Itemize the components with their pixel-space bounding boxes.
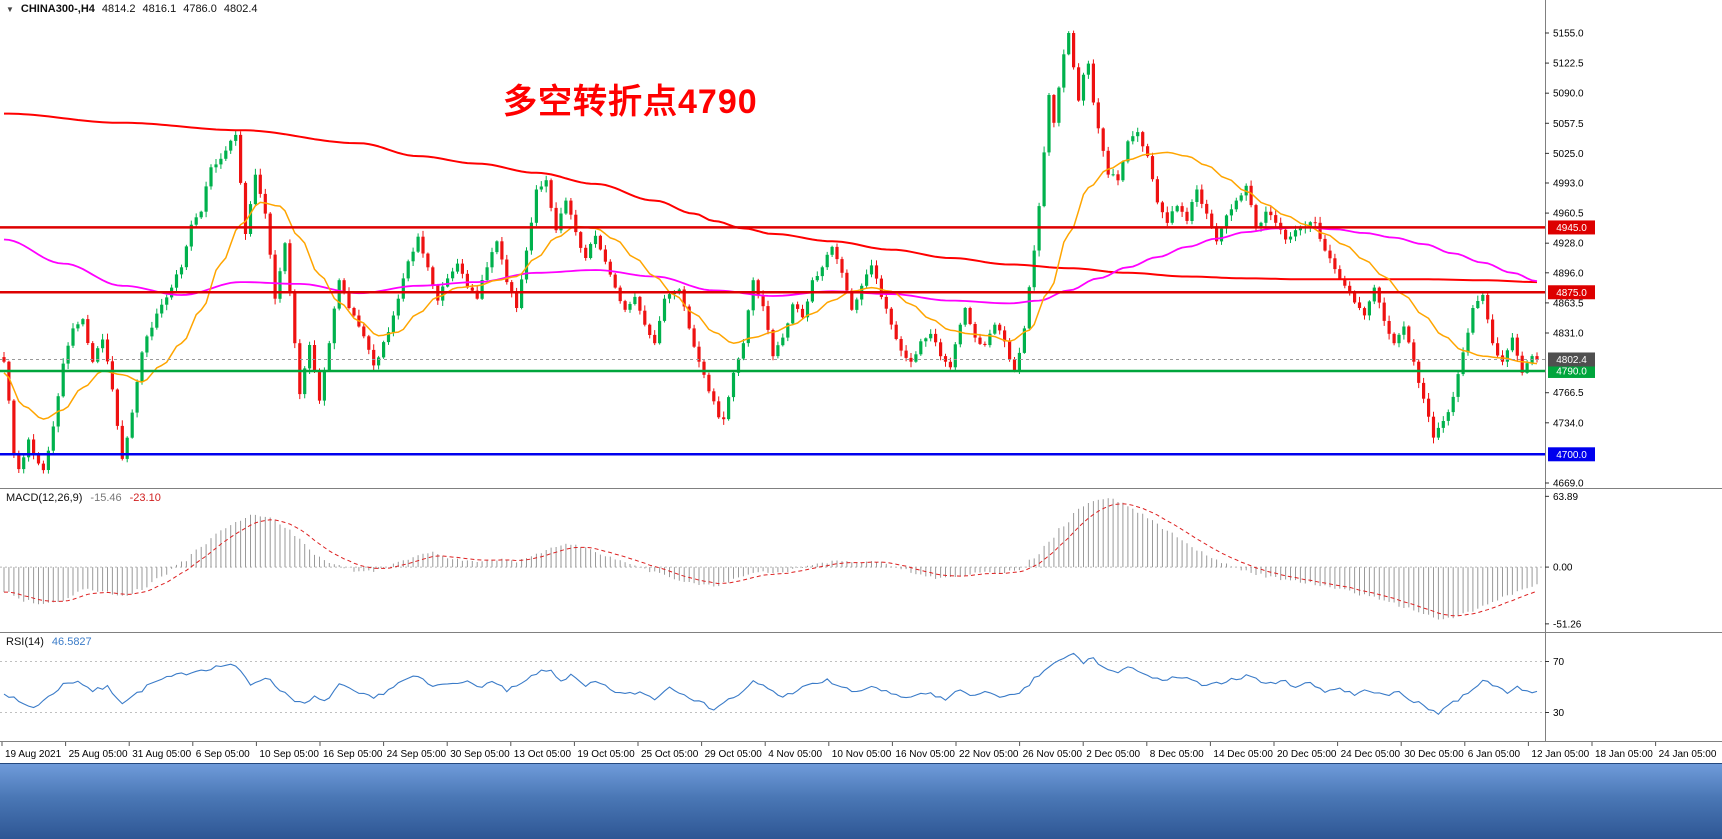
- svg-text:18 Jan 05:00: 18 Jan 05:00: [1595, 749, 1653, 760]
- svg-text:14 Dec 05:00: 14 Dec 05:00: [1213, 749, 1273, 760]
- chart-info-bar: ▼ CHINA300-,H4 4814.2 4816.1 4786.0 4802…: [6, 3, 258, 15]
- svg-text:0.00: 0.00: [1553, 563, 1573, 574]
- rsi-value: 46.5827: [51, 636, 92, 648]
- svg-text:19 Oct 05:00: 19 Oct 05:00: [577, 749, 635, 760]
- svg-text:25 Oct 05:00: 25 Oct 05:00: [641, 749, 699, 760]
- price-pane[interactable]: [2, 30, 1539, 474]
- svg-text:24 Jan 05:00: 24 Jan 05:00: [1659, 749, 1717, 760]
- svg-text:4700.0: 4700.0: [1556, 450, 1587, 461]
- svg-text:13 Oct 05:00: 13 Oct 05:00: [514, 749, 572, 760]
- ohlc-close: 4802.4: [223, 3, 258, 15]
- svg-text:30: 30: [1553, 708, 1565, 719]
- svg-text:2 Dec 05:00: 2 Dec 05:00: [1086, 749, 1140, 760]
- svg-text:6 Sep 05:00: 6 Sep 05:00: [196, 749, 250, 760]
- price-label-4945.0: [1548, 220, 1595, 235]
- svg-text:5090.0: 5090.0: [1553, 89, 1584, 100]
- svg-text:4928.0: 4928.0: [1553, 239, 1584, 250]
- rsi-axis[interactable]: 70 30: [1545, 657, 1565, 719]
- svg-text:29 Oct 05:00: 29 Oct 05:00: [705, 749, 763, 760]
- rsi-indicator-label: RSI(14) 46.5827: [6, 636, 92, 648]
- svg-text:4896.0: 4896.0: [1553, 268, 1584, 279]
- svg-text:5025.0: 5025.0: [1553, 149, 1584, 160]
- svg-text:4734.0: 4734.0: [1553, 418, 1584, 429]
- annotation-text: 多空转折点4790: [503, 83, 758, 121]
- svg-text:63.89: 63.89: [1553, 492, 1578, 503]
- ma-fast: [3, 151, 1538, 420]
- ohlc-high: 4816.1: [142, 3, 177, 15]
- price-label-4790.0: [1548, 363, 1595, 378]
- svg-text:4790.0: 4790.0: [1556, 366, 1587, 377]
- svg-text:-51.26: -51.26: [1553, 619, 1582, 630]
- svg-text:31 Aug 05:00: 31 Aug 05:00: [132, 749, 191, 760]
- svg-text:70: 70: [1553, 657, 1565, 668]
- svg-text:4960.5: 4960.5: [1553, 209, 1584, 220]
- horizontal-levels[interactable]: [0, 226, 1545, 456]
- ohlc-open: 4814.2: [101, 3, 136, 15]
- svg-text:22 Nov 05:00: 22 Nov 05:00: [959, 749, 1019, 760]
- chart-frame: [0, 0, 1722, 742]
- macd-signal-value: -23.10: [129, 492, 161, 504]
- rsi-line: [3, 652, 1538, 716]
- chart-canvas[interactable]: 5155.0 5122.5 5090.0 5057.5 5025.0 4993.0 4960…: [0, 0, 1722, 762]
- svg-text:5155.0: 5155.0: [1553, 29, 1584, 40]
- svg-text:4875.0: 4875.0: [1556, 288, 1587, 299]
- time-axis[interactable]: 19 Aug 2021 25 Aug 05:00 31 Aug 05:00 6 Sep…: [1, 742, 1717, 760]
- price-label-4700.0: [1548, 447, 1595, 462]
- svg-text:16 Sep 05:00: 16 Sep 05:00: [323, 749, 383, 760]
- svg-text:24 Sep 05:00: 24 Sep 05:00: [387, 749, 447, 760]
- price-label-4875.0: [1548, 285, 1595, 300]
- symbol-timeframe-label: CHINA300-,H4: [20, 3, 95, 15]
- macd-main-value: -15.46: [90, 492, 122, 504]
- rsi-pane[interactable]: [0, 652, 1545, 716]
- current-price-label: [1548, 352, 1595, 367]
- macd-axis[interactable]: 63.89 0.00 -51.26: [1545, 492, 1582, 631]
- svg-text:4831.0: 4831.0: [1553, 329, 1584, 340]
- svg-text:10 Sep 05:00: 10 Sep 05:00: [259, 749, 319, 760]
- rsi-name: RSI(14): [6, 636, 44, 648]
- svg-text:20 Dec 05:00: 20 Dec 05:00: [1277, 749, 1337, 760]
- svg-text:4669.0: 4669.0: [1553, 479, 1584, 490]
- svg-text:30 Sep 05:00: 30 Sep 05:00: [450, 749, 510, 760]
- price-axis[interactable]: 5155.0 5122.5 5090.0 5057.5 5025.0 4993.0 4960…: [1545, 29, 1595, 490]
- svg-text:4802.4: 4802.4: [1556, 355, 1587, 366]
- svg-text:8 Dec 05:00: 8 Dec 05:00: [1150, 749, 1204, 760]
- svg-text:25 Aug 05:00: 25 Aug 05:00: [69, 749, 128, 760]
- svg-text:4993.0: 4993.0: [1553, 179, 1584, 190]
- svg-text:4945.0: 4945.0: [1556, 223, 1587, 234]
- svg-text:4863.5: 4863.5: [1553, 298, 1584, 309]
- svg-text:4 Nov 05:00: 4 Nov 05:00: [768, 749, 822, 760]
- svg-text:5122.5: 5122.5: [1553, 59, 1584, 70]
- svg-text:26 Nov 05:00: 26 Nov 05:00: [1023, 749, 1083, 760]
- macd-pane[interactable]: [0, 498, 1545, 620]
- ohlc-low: 4786.0: [183, 3, 217, 15]
- bottom-bar: [0, 763, 1722, 839]
- svg-text:4766.5: 4766.5: [1553, 388, 1584, 399]
- macd-histogram: [3, 498, 1538, 620]
- svg-text:16 Nov 05:00: 16 Nov 05:00: [895, 749, 955, 760]
- svg-text:5057.5: 5057.5: [1553, 119, 1584, 130]
- candlesticks[interactable]: [2, 30, 1539, 474]
- svg-text:6 Jan 05:00: 6 Jan 05:00: [1468, 749, 1521, 760]
- symbol-dropdown-icon[interactable]: ▼: [6, 4, 14, 14]
- macd-indicator-label: MACD(12,26,9) -15.46 -23.10: [6, 492, 161, 504]
- svg-text:12 Jan 05:00: 12 Jan 05:00: [1531, 749, 1589, 760]
- svg-text:30 Dec 05:00: 30 Dec 05:00: [1404, 749, 1464, 760]
- macd-name: MACD(12,26,9): [6, 492, 83, 504]
- svg-text:24 Dec 05:00: 24 Dec 05:00: [1341, 749, 1401, 760]
- svg-text:19 Aug 2021: 19 Aug 2021: [5, 749, 62, 760]
- ma-slow: [4, 112, 1538, 284]
- svg-text:10 Nov 05:00: 10 Nov 05:00: [832, 749, 892, 760]
- macd-signal-line: [4, 503, 1538, 617]
